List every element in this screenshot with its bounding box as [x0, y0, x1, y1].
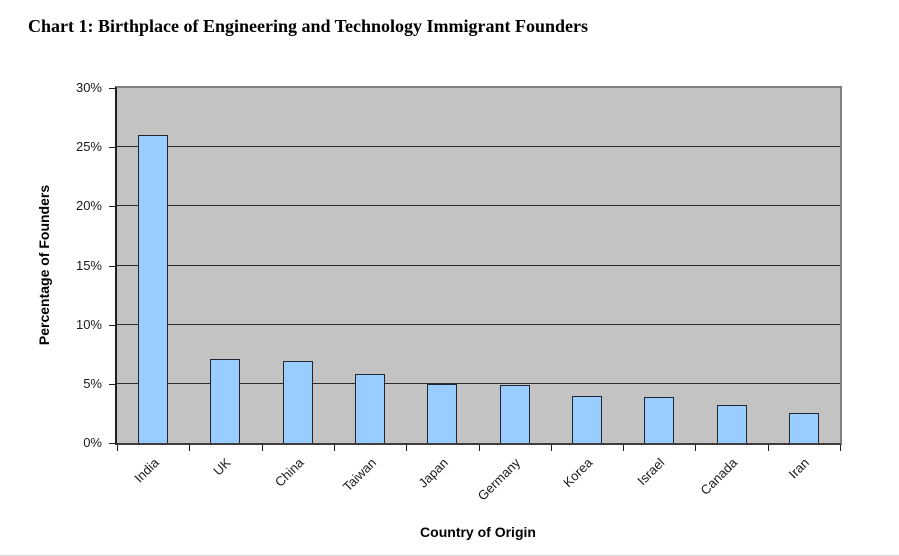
x-cat-label-india: India: [131, 455, 162, 486]
y-tick-label-15: 15%: [75, 257, 102, 273]
x-tick-mark-1: [189, 445, 191, 451]
bar-canada: [716, 405, 747, 443]
x-cat-label-taiwan: Taiwan: [339, 455, 379, 495]
x-cat-label-iran: Iran: [786, 455, 813, 482]
y-tick-mark-20: [109, 206, 116, 208]
bar-uk: [210, 358, 241, 443]
gridline-5: [117, 382, 840, 384]
y-tick-label-0: 0%: [83, 435, 102, 450]
y-tick-label-10: 10%: [75, 316, 102, 332]
gridline-25: [117, 146, 840, 148]
x-tick-mark-7: [623, 445, 625, 451]
bar-germany: [499, 385, 530, 443]
y-tick-label-25: 25%: [75, 139, 102, 155]
x-cat-label-israel: Israel: [634, 455, 668, 489]
x-tick-mark-4: [406, 445, 408, 451]
bar-india: [138, 135, 169, 443]
x-tick-mark-0: [117, 445, 118, 451]
y-tick-mark-30: [109, 88, 116, 89]
bar-korea: [571, 395, 602, 443]
bar-japan: [427, 383, 458, 443]
y-tick-mark-15: [109, 265, 116, 267]
gridline-15: [117, 264, 840, 266]
x-tick-mark-5: [478, 445, 480, 451]
x-cat-label-korea: Korea: [560, 455, 596, 491]
y-tick-mark-0: [109, 443, 116, 444]
gridline-20: [117, 205, 840, 207]
x-axis-title: Country of Origin: [420, 524, 536, 540]
y-tick-mark-10: [109, 324, 116, 326]
bar-israel: [644, 396, 675, 443]
x-cat-label-canada: Canada: [697, 455, 741, 498]
x-tick-mark-2: [261, 445, 263, 451]
x-tick-mark-10: [840, 445, 841, 451]
x-cat-label-germany: Germany: [474, 455, 524, 504]
x-cat-label-china: China: [271, 455, 307, 490]
y-tick-label-20: 20%: [75, 198, 102, 214]
x-tick-mark-9: [767, 445, 769, 451]
x-cat-label-uk: UK: [210, 455, 235, 479]
bar-iran: [788, 413, 819, 443]
bar-taiwan: [355, 374, 386, 443]
y-tick-label-30: 30%: [75, 80, 102, 95]
x-tick-mark-8: [695, 445, 697, 451]
y-tick-mark-25: [109, 147, 116, 149]
x-cat-label-japan: Japan: [415, 455, 451, 491]
bar-china: [282, 361, 313, 443]
gridline-10: [117, 323, 840, 325]
y-tick-label-5: 5%: [83, 375, 102, 391]
chart-title: Chart 1: Birthplace of Engineering and T…: [28, 16, 589, 36]
y-tick-mark-5: [109, 383, 116, 385]
x-tick-mark-3: [333, 445, 335, 451]
plot-area: [115, 86, 842, 445]
x-tick-mark-6: [550, 445, 552, 451]
